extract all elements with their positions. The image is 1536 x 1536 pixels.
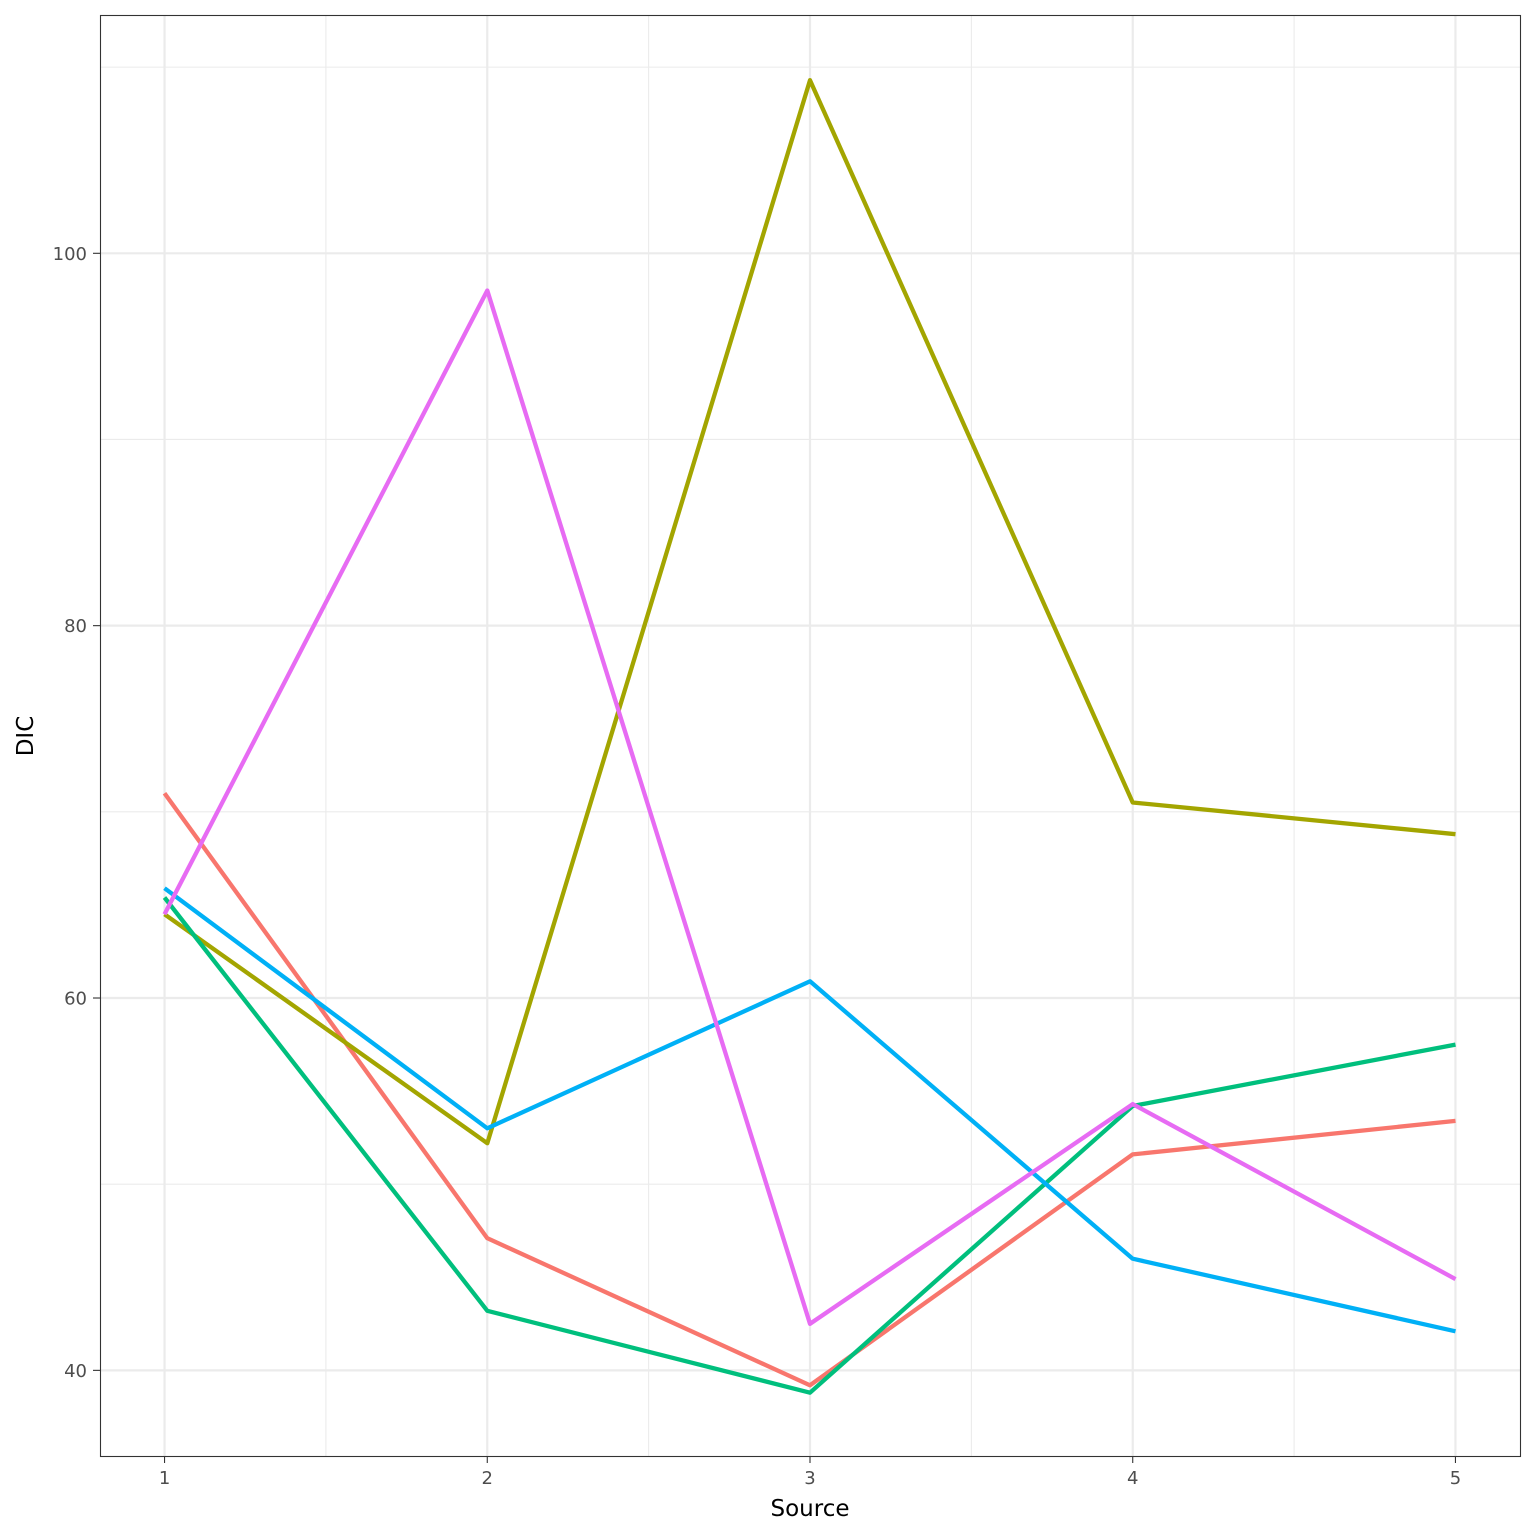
series-line-5 bbox=[162, 288, 1457, 1326]
x-tick-label: 2 bbox=[482, 1468, 493, 1489]
y-axis-title: DIC bbox=[13, 716, 39, 757]
x-tick-label: 1 bbox=[159, 1468, 170, 1489]
x-tick-label: 5 bbox=[1450, 1468, 1461, 1489]
x-axis-title: Source bbox=[771, 1496, 850, 1522]
grid-major bbox=[100, 15, 1520, 1456]
y-axis: 40 60 80 100 bbox=[53, 244, 100, 1382]
x-tick-label: 4 bbox=[1127, 1468, 1138, 1489]
y-tick-label: 100 bbox=[53, 244, 87, 265]
x-tick-label: 3 bbox=[804, 1468, 815, 1489]
y-tick-label: 80 bbox=[64, 616, 87, 637]
series-line-2 bbox=[163, 78, 1456, 1146]
x-axis: 1 2 3 4 5 bbox=[159, 1456, 1461, 1489]
y-tick-label: 60 bbox=[64, 989, 87, 1010]
series-layer bbox=[162, 78, 1457, 1395]
series-line-4 bbox=[163, 886, 1456, 1334]
series-line-3 bbox=[162, 896, 1456, 1395]
y-tick-label: 40 bbox=[64, 1361, 87, 1382]
series-line-1 bbox=[162, 791, 1456, 1388]
